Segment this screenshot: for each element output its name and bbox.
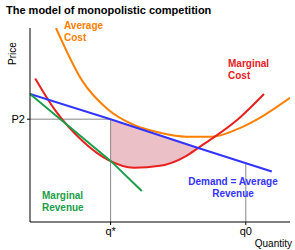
html-text:Demand = Average Revenue: Demand = Average Revenue xyxy=(188,176,278,199)
html-text:Marginal Cost: Marginal Cost xyxy=(228,58,270,81)
svg-text:P2: P2 xyxy=(12,113,25,125)
svg-text:q0: q0 xyxy=(240,225,252,237)
html-text:Average Cost: Average Cost xyxy=(64,20,104,43)
html-text:Quantity: Quantity xyxy=(254,238,292,249)
html-text:Price: Price xyxy=(6,42,18,65)
svg-text:q*: q* xyxy=(105,225,116,237)
html-text:The model of monopolistic comp: The model of monopolistic competition xyxy=(6,4,212,16)
html-text:Marginal Revenue: Marginal Revenue xyxy=(42,190,84,213)
